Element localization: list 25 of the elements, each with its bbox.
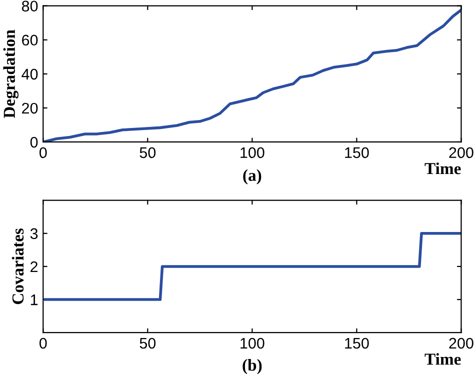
y-tick-label: 2 <box>30 261 38 272</box>
x-axis-title: Time <box>424 353 461 365</box>
x-tick-label: 200 <box>449 338 474 349</box>
x-tick-label: 0 <box>39 147 47 158</box>
y-axis-title: Degradation <box>3 30 19 118</box>
x-tick-label: 50 <box>140 147 156 158</box>
y-tick-label: 0 <box>30 136 38 148</box>
x-tick-label: 200 <box>449 147 474 158</box>
text: (b) <box>242 359 262 374</box>
y-axis-title: Covariates <box>12 228 24 304</box>
y-tick-label: 1 <box>30 294 38 306</box>
x-tick-label: 150 <box>345 147 369 158</box>
x-tick-label: 150 <box>345 338 369 349</box>
x-tick-label: 100 <box>240 338 264 349</box>
y-tick-label: 40 <box>22 68 38 80</box>
x-tick-label: 100 <box>240 147 264 158</box>
y-tick-label: 60 <box>22 34 38 46</box>
x-tick-label: 0 <box>39 338 47 349</box>
y-tick-label: 80 <box>22 0 38 12</box>
text: (a) <box>243 169 262 184</box>
y-tick-label: 3 <box>30 228 38 240</box>
x-tick-label: 50 <box>140 338 156 349</box>
x-axis-title: Time <box>424 162 461 174</box>
line-series <box>43 8 462 142</box>
y-tick-label: 20 <box>22 102 38 114</box>
